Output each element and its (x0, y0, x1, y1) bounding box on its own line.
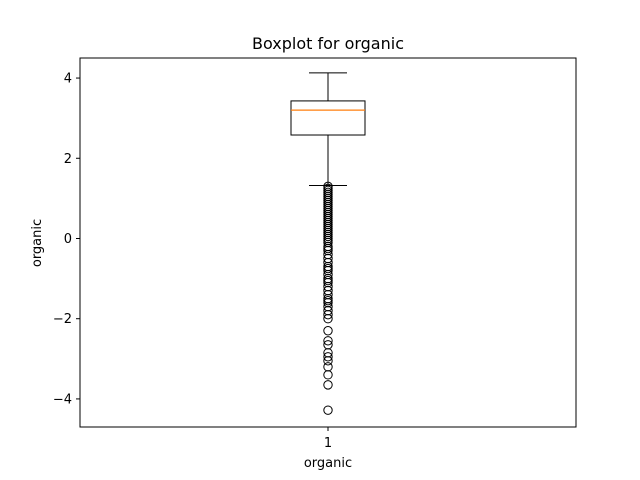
outlier-point (323, 314, 333, 324)
chart-title: Boxplot for organic (252, 34, 404, 53)
outlier-point (323, 370, 333, 380)
y-tick-label: −4 (53, 392, 72, 407)
y-axis: −4 −2 0 2 4 (53, 72, 80, 407)
y-axis-label: organic (30, 219, 45, 267)
y-tick-label: −2 (53, 312, 72, 327)
x-axis-label: organic (304, 456, 352, 471)
y-tick-label: 2 (64, 152, 72, 167)
y-tick-label: 4 (64, 72, 72, 87)
outlier-point (323, 336, 333, 346)
y-tick-label: 0 (64, 232, 72, 247)
outlier-point (323, 405, 333, 415)
x-axis: 1 (324, 427, 332, 451)
iqr-box (290, 100, 366, 136)
outlier-point (323, 326, 333, 336)
x-tick-label: 1 (324, 436, 332, 451)
outlier-point (323, 380, 333, 390)
box-series (290, 72, 366, 415)
outlier-point (323, 352, 333, 362)
outlier-point (323, 362, 333, 372)
outlier-point (323, 356, 333, 366)
outlier-point (323, 309, 333, 320)
